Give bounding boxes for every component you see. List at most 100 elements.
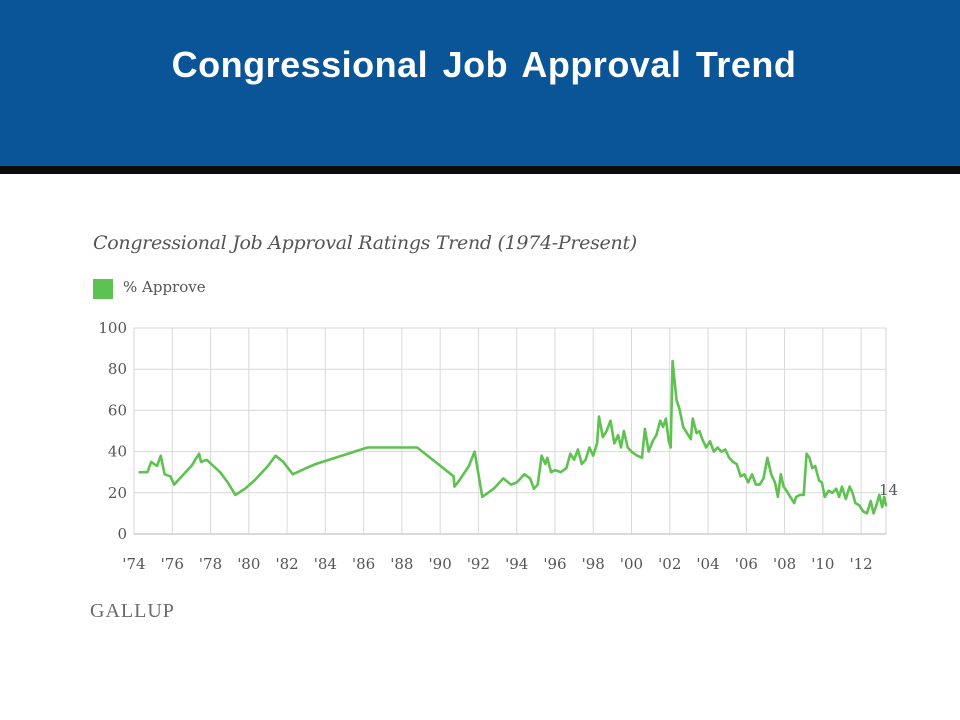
data-point-78 — [678, 407, 681, 410]
data-point-60 — [617, 434, 619, 436]
data-point-10 — [198, 452, 201, 455]
data-point-30 — [473, 450, 476, 453]
data-point-133 — [869, 500, 872, 502]
data-point-62 — [623, 430, 625, 432]
data-point-8 — [180, 475, 183, 478]
data-point-14 — [226, 481, 229, 484]
x-tick-label-1998: '98 — [582, 555, 605, 573]
y-tick-label-80: 80 — [108, 360, 127, 378]
data-point-64 — [630, 450, 633, 453]
data-point-117 — [814, 465, 817, 467]
data-point-102 — [766, 456, 769, 459]
data-point-20 — [282, 461, 285, 463]
data-point-13 — [219, 471, 222, 474]
data-point-76 — [671, 360, 674, 362]
x-tick-label-1996: '96 — [543, 555, 566, 573]
data-point-21 — [291, 473, 294, 476]
data-point-106 — [779, 473, 782, 476]
data-point-29 — [468, 465, 470, 467]
data-point-125 — [841, 485, 843, 488]
data-point-87 — [709, 440, 711, 443]
data-point-132 — [866, 512, 868, 515]
x-tick-label-1974: '74 — [122, 555, 145, 573]
data-point-83 — [695, 432, 698, 434]
data-point-100 — [758, 483, 761, 486]
chart-title: Congressional Job Approval Ratings Trend… — [93, 232, 637, 254]
x-tick-label-1978: '78 — [199, 555, 222, 573]
end-value-label: 14 — [879, 481, 898, 499]
y-tick-label-20: 20 — [108, 484, 127, 502]
data-point-44 — [554, 469, 556, 471]
data-point-111 — [795, 496, 797, 498]
data-point-81 — [689, 438, 692, 441]
data-point-11 — [200, 461, 202, 463]
data-point-3 — [156, 465, 158, 467]
data-point-135 — [875, 504, 878, 507]
data-point-70 — [655, 434, 658, 436]
x-tick-label-1988: '88 — [390, 555, 413, 573]
data-point-95 — [739, 475, 742, 478]
data-point-73 — [665, 417, 667, 420]
data-point-104 — [774, 481, 776, 484]
data-point-107 — [782, 485, 785, 488]
data-point-103 — [770, 473, 773, 476]
plot-frame — [133, 327, 887, 535]
title-banner — [0, 0, 960, 166]
data-point-88 — [712, 450, 715, 453]
data-point-134 — [872, 512, 875, 515]
data-point-24 — [366, 446, 369, 449]
y-axis-ticks: 0 20 40 60 80 100 — [98, 319, 127, 543]
data-point-113 — [802, 494, 805, 496]
data-point-77 — [675, 399, 678, 401]
x-tick-label-2012: '12 — [850, 555, 873, 573]
data-point-0 — [138, 471, 141, 474]
data-point-92 — [728, 456, 730, 459]
data-point-55 — [598, 415, 600, 418]
data-point-49 — [577, 448, 579, 451]
data-point-27 — [453, 485, 456, 488]
data-point-38 — [533, 487, 535, 490]
x-tick-label-2010: '10 — [811, 555, 834, 573]
x-tick-label-1992: '92 — [467, 555, 490, 573]
data-point-72 — [662, 426, 664, 428]
x-tick-label-1982: '82 — [275, 555, 298, 573]
data-point-131 — [862, 510, 864, 513]
data-point-109 — [789, 496, 792, 498]
data-point-63 — [626, 446, 629, 449]
x-tick-label-2006: '06 — [735, 555, 758, 573]
data-point-114 — [805, 452, 808, 455]
data-point-1 — [146, 471, 149, 474]
data-point-46 — [565, 467, 568, 469]
data-point-138 — [883, 496, 885, 498]
data-point-28 — [458, 479, 461, 482]
data-point-42 — [546, 456, 549, 459]
legend-swatch-approve — [93, 279, 113, 299]
data-point-19 — [274, 454, 277, 457]
data-point-137 — [881, 506, 884, 509]
data-point-139 — [885, 504, 887, 507]
data-point-68 — [647, 450, 650, 453]
data-point-54 — [596, 442, 598, 445]
data-point-36 — [523, 473, 526, 476]
x-tick-label-1994: '94 — [505, 555, 528, 573]
data-point-121 — [827, 489, 830, 492]
banner-divider — [0, 166, 960, 174]
data-point-18 — [267, 465, 269, 467]
data-point-118 — [818, 479, 820, 482]
data-point-12 — [205, 458, 208, 461]
y-tick-label-0: 0 — [117, 525, 127, 543]
data-point-98 — [751, 473, 753, 476]
data-point-130 — [858, 504, 861, 507]
data-point-112 — [799, 494, 801, 496]
data-point-33 — [502, 477, 505, 480]
y-tick-label-100: 100 — [98, 319, 127, 337]
x-tick-label-2004: '04 — [696, 555, 719, 573]
data-point-31 — [481, 496, 484, 498]
y-tick-label-60: 60 — [108, 401, 127, 419]
data-point-69 — [651, 440, 654, 443]
data-point-61 — [620, 446, 622, 449]
data-point-108 — [785, 489, 788, 492]
data-point-126 — [844, 498, 847, 500]
data-point-9 — [190, 465, 193, 467]
data-point-57 — [605, 430, 608, 432]
